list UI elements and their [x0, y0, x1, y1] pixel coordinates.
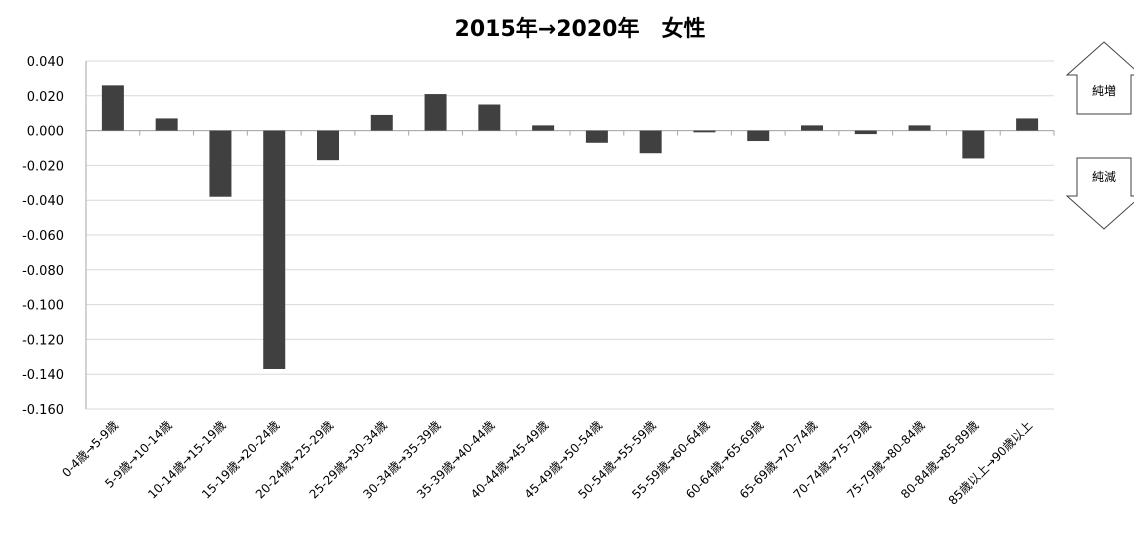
y-tick-label: -0.120: [22, 333, 64, 348]
y-tick-label: -0.160: [22, 403, 64, 418]
bar: [155, 118, 178, 131]
y-axis-tick-labels: 0.040 0.020 0.000 -0.020 -0.040 -0.060 -0.080 -…: [22, 55, 64, 418]
gridlines: [86, 60, 1054, 410]
y-tick-label: 0.000: [27, 125, 64, 140]
up-arrow-shape: [1065, 41, 1134, 115]
bar: [908, 125, 931, 131]
down-arrow-shape: [1065, 157, 1134, 230]
y-tick-label: 0.040: [27, 55, 64, 70]
bar: [370, 114, 393, 131]
bar: [209, 130, 232, 197]
y-tick-label: 0.020: [27, 90, 64, 105]
y-tick-label: -0.040: [22, 194, 64, 209]
bar: [639, 130, 662, 154]
y-tick-label: -0.080: [22, 264, 64, 279]
bar: [263, 130, 286, 369]
bar: [693, 130, 716, 133]
bar: [854, 130, 877, 135]
bar: [317, 130, 339, 161]
y-tick-label: -0.020: [22, 159, 64, 174]
chart-title: 2015年→2020年 女性: [455, 16, 706, 42]
bar: [424, 94, 447, 131]
x-axis-category-labels: 0-4歳→5-9歳5-9歳→10-14歳10-14歳→15-19歳15-19歳→…: [59, 418, 1035, 508]
net-increase-arrow: 純増: [1065, 41, 1134, 115]
bar: [101, 85, 124, 131]
net-decrease-label: 純減: [1092, 169, 1116, 184]
bar: [478, 104, 501, 131]
y-tick-label: -0.140: [22, 368, 64, 383]
bar: [962, 130, 985, 159]
net-decrease-arrow: 純減: [1065, 157, 1134, 230]
x-axis-tick-marks: [85, 130, 1055, 136]
y-tick-label: -0.100: [22, 299, 64, 314]
net-increase-label: 純増: [1092, 84, 1116, 98]
bar: [747, 130, 770, 142]
bar: [585, 130, 608, 143]
bars: [101, 85, 1039, 369]
bar: [801, 125, 823, 131]
bar: [1016, 118, 1039, 131]
bar: [532, 125, 555, 131]
y-tick-label: -0.060: [22, 229, 64, 244]
